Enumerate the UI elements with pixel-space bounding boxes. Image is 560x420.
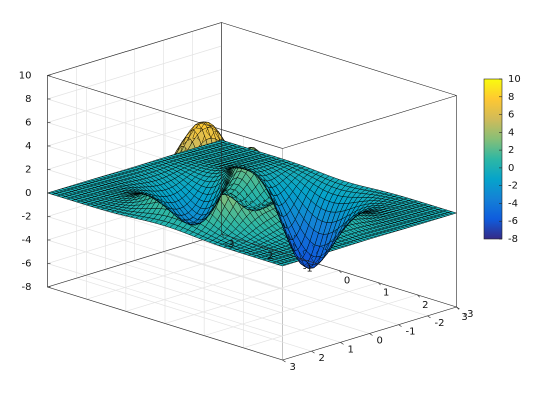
colorbar-tick-label: 6 [508,110,514,121]
x-tick-label: 2 [422,300,428,311]
z-tick-label: -4 [22,235,32,246]
x-tick-label: 1 [383,288,389,299]
surface-patch [447,211,457,215]
colorbar-tick-label: 8 [508,92,514,103]
y-tick-label: 2 [319,353,325,364]
z-tick-label: 2 [25,164,31,175]
y-tick-label: -3 [464,309,474,320]
surface-mesh [47,121,457,269]
y-tick-label: 3 [290,362,296,373]
y-tick-label: 1 [348,344,354,355]
y-tick-label: -2 [435,318,445,329]
colorbar-tick-label: -2 [508,181,518,192]
x-tick-label: -3 [224,239,234,250]
colorbar-tick-label: 0 [508,163,514,174]
z-tick-label: 6 [25,117,31,128]
z-tick-label: 8 [25,94,31,105]
x-tick-label: 3 [461,312,467,323]
y-tick-label: -1 [406,327,416,338]
colorbar: 10 8 6 4 2 0 -2 -4 -6 -8 [483,74,521,245]
z-tick-label: -8 [22,282,32,293]
y-tick-label: 0 [377,336,383,347]
z-tick-label: 4 [25,141,31,152]
x-tick-label: 0 [344,276,350,287]
colorbar-tick-label: -6 [508,216,518,227]
colorbar-tick-label: 10 [508,74,521,85]
x-tick-label: -2 [264,251,274,262]
colorbar-tick-label: -4 [508,198,518,209]
colorbar-tick-label: -8 [508,234,518,245]
axes-front-box [47,22,457,361]
colorbar-gradient [483,78,503,240]
x-tick-label: -1 [303,263,313,274]
z-tick-label: -6 [22,258,32,269]
z-tick-label: -2 [22,211,32,222]
colorbar-tick-label: 2 [508,145,514,156]
z-tick-label: 10 [19,70,32,81]
colorbar-tick-label: 4 [508,127,514,138]
z-tick-label: 0 [25,188,31,199]
